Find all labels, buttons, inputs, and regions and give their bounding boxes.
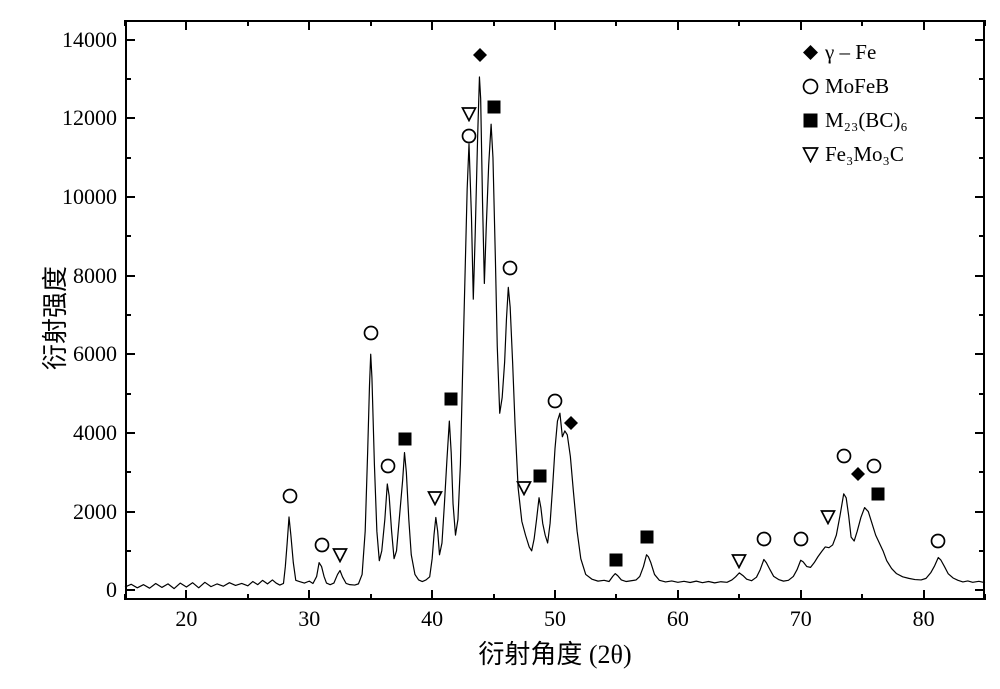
- peak-marker-circle-open: [314, 537, 330, 553]
- peak-marker-diamond-filled: [850, 466, 866, 482]
- peak-marker-circle-open: [502, 260, 518, 276]
- peak-marker-tri-down-open: [731, 553, 747, 569]
- peak-marker-circle-open: [547, 393, 563, 409]
- peak-marker-square-filled: [486, 99, 502, 115]
- peak-marker-circle-open: [836, 448, 852, 464]
- peak-marker-square-filled: [397, 431, 413, 447]
- peak-marker-tri-down-open: [820, 509, 836, 525]
- legend-label: MoFeB: [825, 74, 889, 99]
- peak-marker-circle-open: [866, 458, 882, 474]
- peak-marker-circle-open: [930, 533, 946, 549]
- circle-open-icon: [795, 78, 825, 95]
- peak-marker-circle-open: [793, 531, 809, 547]
- square-filled-icon: [795, 112, 825, 129]
- peak-marker-circle-open: [756, 531, 772, 547]
- legend-item: γ – Fe: [795, 35, 908, 69]
- peak-marker-square-filled: [443, 391, 459, 407]
- peak-marker-circle-open: [461, 128, 477, 144]
- peak-marker-tri-down-open: [461, 106, 477, 122]
- legend-label: γ – Fe: [825, 40, 876, 65]
- legend-item: M₂₃(BC)₆: [795, 103, 908, 137]
- peak-marker-square-filled: [532, 468, 548, 484]
- peak-marker-circle-open: [282, 488, 298, 504]
- legend-label: Fe₃Mo₃C: [825, 142, 904, 167]
- peak-marker-square-filled: [608, 552, 624, 568]
- tri-down-open-icon: [795, 146, 825, 163]
- peak-marker-circle-open: [363, 325, 379, 341]
- legend-item: Fe₃Mo₃C: [795, 137, 908, 171]
- diamond-filled-icon: [795, 44, 825, 61]
- peak-marker-diamond-filled: [563, 415, 579, 431]
- peak-marker-circle-open: [380, 458, 396, 474]
- legend: γ – Fe MoFeB M₂₃(BC)₆ Fe₃Mo₃C: [795, 35, 908, 171]
- peak-marker-square-filled: [870, 486, 886, 502]
- peak-marker-tri-down-open: [516, 480, 532, 496]
- peak-marker-diamond-filled: [472, 47, 488, 63]
- peak-marker-tri-down-open: [332, 547, 348, 563]
- legend-item: MoFeB: [795, 69, 908, 103]
- peak-marker-square-filled: [639, 529, 655, 545]
- legend-label: M₂₃(BC)₆: [825, 108, 908, 133]
- peak-marker-tri-down-open: [427, 490, 443, 506]
- xrd-chart: 衍射角度 (2θ) 衍射强度 2030405060708002000400060…: [0, 0, 1000, 689]
